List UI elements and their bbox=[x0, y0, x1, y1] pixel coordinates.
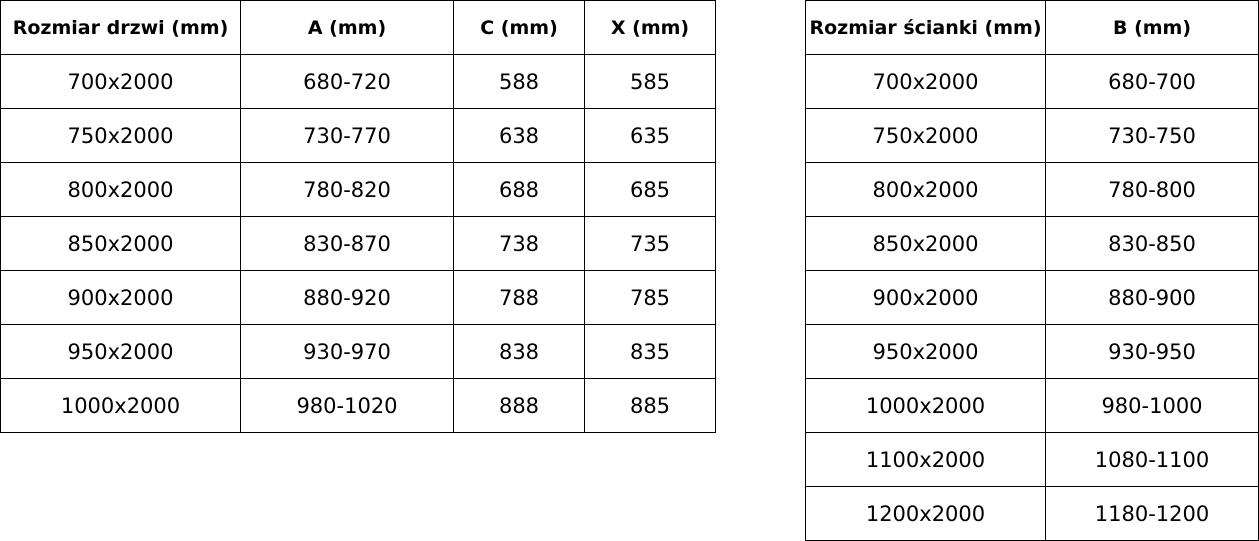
table-row: 700x2000 680-700 bbox=[805, 54, 1259, 109]
table-header-row: Rozmiar drzwi (mm) A (mm) C (mm) X (mm) bbox=[0, 0, 716, 55]
table-cell: 785 bbox=[584, 270, 716, 325]
table-row: 950x2000 930-950 bbox=[805, 324, 1259, 379]
table-cell: 585 bbox=[584, 54, 716, 109]
table-row: 1000x2000 980-1020 888 885 bbox=[0, 378, 716, 433]
table-cell: 930-950 bbox=[1045, 324, 1259, 379]
table-cell: 835 bbox=[584, 324, 716, 379]
table-row: 900x2000 880-900 bbox=[805, 270, 1259, 325]
table-cell: 930-970 bbox=[240, 324, 454, 379]
door-size-table: Rozmiar drzwi (mm) A (mm) C (mm) X (mm) 700… bbox=[0, 0, 716, 433]
table-row: 750x2000 730-770 638 635 bbox=[0, 108, 716, 163]
table-row: 850x2000 830-850 bbox=[805, 216, 1259, 271]
table-cell: 730-750 bbox=[1045, 108, 1259, 163]
table-cell: 950x2000 bbox=[805, 324, 1046, 379]
table-row: 800x2000 780-800 bbox=[805, 162, 1259, 217]
table-cell: 680-700 bbox=[1045, 54, 1259, 109]
table-cell: 880-900 bbox=[1045, 270, 1259, 325]
table-row: 850x2000 830-870 738 735 bbox=[0, 216, 716, 271]
table-cell: 738 bbox=[453, 216, 585, 271]
table-cell: 838 bbox=[453, 324, 585, 379]
table-row: 750x2000 730-750 bbox=[805, 108, 1259, 163]
table-cell: 1180-1200 bbox=[1045, 486, 1259, 541]
table-cell: 780-820 bbox=[240, 162, 454, 217]
table-row: 1100x2000 1080-1100 bbox=[805, 432, 1259, 487]
table-cell: 680-720 bbox=[240, 54, 454, 109]
table-cell: 730-770 bbox=[240, 108, 454, 163]
table-cell: 1000x2000 bbox=[805, 378, 1046, 433]
table-cell: 980-1000 bbox=[1045, 378, 1259, 433]
table-cell: 700x2000 bbox=[0, 54, 241, 109]
table-row: 700x2000 680-720 588 585 bbox=[0, 54, 716, 109]
column-header: Rozmiar ścianki (mm) bbox=[805, 0, 1046, 55]
table-cell: 780-800 bbox=[1045, 162, 1259, 217]
table-cell: 800x2000 bbox=[0, 162, 241, 217]
column-header: A (mm) bbox=[240, 0, 454, 55]
column-header: C (mm) bbox=[453, 0, 585, 55]
table-row: 950x2000 930-970 838 835 bbox=[0, 324, 716, 379]
wall-size-table: Rozmiar ścianki (mm) B (mm) 700x2000 680-7… bbox=[805, 0, 1259, 541]
table-cell: 800x2000 bbox=[805, 162, 1046, 217]
table-cell: 1080-1100 bbox=[1045, 432, 1259, 487]
table-cell: 735 bbox=[584, 216, 716, 271]
table-cell: 688 bbox=[453, 162, 585, 217]
table-cell: 830-850 bbox=[1045, 216, 1259, 271]
table-cell: 685 bbox=[584, 162, 716, 217]
table-cell: 980-1020 bbox=[240, 378, 454, 433]
table-cell: 850x2000 bbox=[0, 216, 241, 271]
table-cell: 885 bbox=[584, 378, 716, 433]
table-row: 1200x2000 1180-1200 bbox=[805, 486, 1259, 541]
table-cell: 888 bbox=[453, 378, 585, 433]
table-cell: 1000x2000 bbox=[0, 378, 241, 433]
table-cell: 635 bbox=[584, 108, 716, 163]
table-cell: 900x2000 bbox=[0, 270, 241, 325]
table-row: 1000x2000 980-1000 bbox=[805, 378, 1259, 433]
table-row: 900x2000 880-920 788 785 bbox=[0, 270, 716, 325]
table-cell: 880-920 bbox=[240, 270, 454, 325]
column-header: B (mm) bbox=[1045, 0, 1259, 55]
table-row: 800x2000 780-820 688 685 bbox=[0, 162, 716, 217]
table-cell: 750x2000 bbox=[0, 108, 241, 163]
table-cell: 900x2000 bbox=[805, 270, 1046, 325]
table-cell: 850x2000 bbox=[805, 216, 1046, 271]
table-cell: 638 bbox=[453, 108, 585, 163]
column-header: X (mm) bbox=[584, 0, 716, 55]
table-cell: 700x2000 bbox=[805, 54, 1046, 109]
table-cell: 830-870 bbox=[240, 216, 454, 271]
column-header: Rozmiar drzwi (mm) bbox=[0, 0, 241, 55]
table-cell: 1200x2000 bbox=[805, 486, 1046, 541]
table-cell: 950x2000 bbox=[0, 324, 241, 379]
table-cell: 788 bbox=[453, 270, 585, 325]
table-cell: 1100x2000 bbox=[805, 432, 1046, 487]
table-cell: 750x2000 bbox=[805, 108, 1046, 163]
table-header-row: Rozmiar ścianki (mm) B (mm) bbox=[805, 0, 1259, 55]
table-cell: 588 bbox=[453, 54, 585, 109]
